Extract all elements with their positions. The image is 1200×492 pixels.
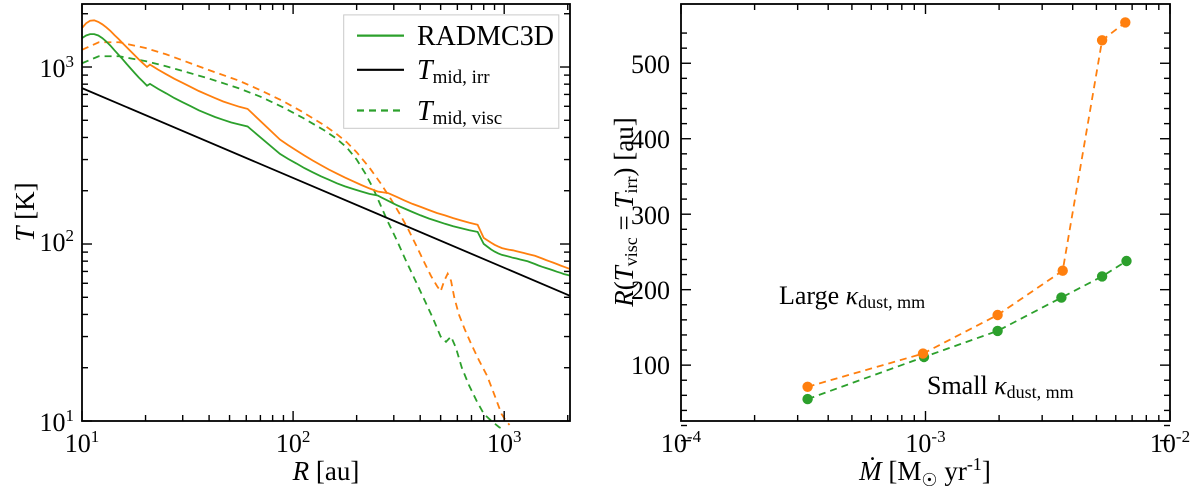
svg-text:R [au]: R [au]	[292, 456, 360, 486]
svg-text:R(Tvisc = Tirr) [au]: R(Tvisc = Tirr) [au]	[609, 117, 641, 308]
svg-text:T [K]: T [K]	[10, 182, 40, 241]
svg-text:RADMC3D: RADMC3D	[417, 21, 554, 52]
svg-text:500: 500	[631, 50, 670, 79]
svg-text:100: 100	[631, 351, 670, 380]
